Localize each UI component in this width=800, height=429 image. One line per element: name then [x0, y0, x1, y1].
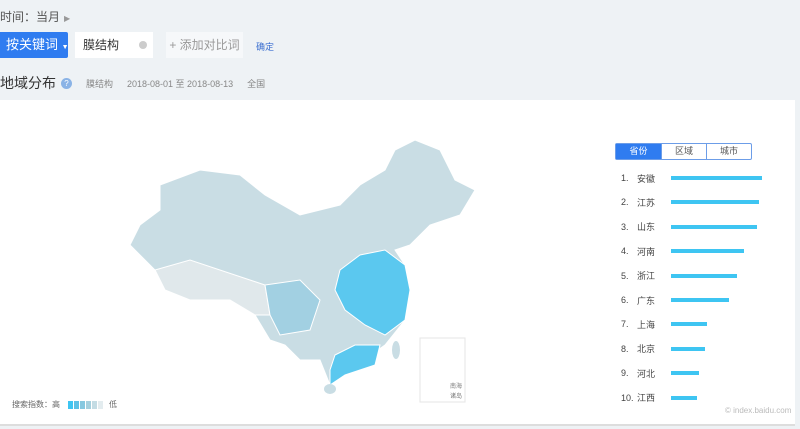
rank-number: 7. — [621, 319, 629, 330]
keyword-input[interactable]: 膜结构 — [75, 32, 153, 58]
province-name: 上海 — [637, 319, 656, 330]
province-name: 北京 — [637, 344, 656, 355]
tab-city[interactable]: 城市 — [706, 144, 751, 159]
clear-icon[interactable] — [139, 41, 147, 49]
province-name: 江西 — [637, 393, 656, 404]
watermark: © index.baidu.com — [725, 406, 792, 415]
ranking-item: 6. 广东 — [621, 294, 730, 306]
chevron-right-icon: ▶ — [64, 14, 71, 23]
south-sea-inset — [419, 337, 466, 403]
ranking-bar — [671, 224, 758, 229]
province-name: 广东 — [637, 295, 656, 306]
help-icon[interactable]: ? — [61, 77, 72, 89]
province-name: 安徽 — [637, 173, 656, 184]
ranking-item: 10. 江西 — [621, 392, 698, 404]
keyword-mode-dropdown[interactable]: 按关键词 ▼ — [0, 32, 69, 58]
province-name: 山东 — [637, 222, 656, 233]
rank-number: 9. — [621, 368, 629, 379]
rank-number: 8. — [621, 343, 629, 354]
legend-swatch — [86, 400, 91, 409]
scrollbar[interactable] — [795, 100, 800, 429]
ranking-item: 7. 上海 — [621, 318, 708, 330]
ranking-bar — [671, 298, 730, 302]
ranking-bar — [671, 273, 738, 278]
legend-swatch — [98, 400, 103, 409]
time-filter[interactable]: 时间：当月 ▶ — [0, 10, 71, 24]
region-tabs: 省份 区域 城市 — [615, 143, 752, 160]
section-title: 地域分布 — [0, 75, 56, 91]
ranking-bar — [671, 322, 708, 327]
map-region-taiwan[interactable] — [392, 341, 400, 359]
inset-label: 诸岛 — [450, 392, 462, 400]
section-header: 地域分布 ? 膜结构 2018-08-01 至 2018-08-13 全国 — [0, 74, 265, 92]
province-name: 江苏 — [637, 197, 656, 208]
province-name: 浙江 — [637, 271, 656, 282]
add-compare-button[interactable]: + 添加对比词 — [166, 32, 243, 58]
province-name: 河北 — [637, 368, 656, 379]
province-name: 河南 — [637, 246, 656, 257]
rank-number: 6. — [621, 295, 629, 305]
ranking-item: 2. 江苏 — [621, 196, 760, 208]
map-region-east[interactable] — [334, 249, 411, 336]
rank-number: 10. — [621, 392, 634, 403]
rank-number: 5. — [621, 270, 629, 281]
map-region-tibet[interactable] — [154, 259, 271, 316]
legend-swatch — [74, 400, 79, 409]
ranking-bar — [671, 371, 700, 376]
ranking-item: 1. 安徽 — [621, 172, 762, 184]
rank-number: 1. — [621, 173, 629, 183]
rank-number: 3. — [621, 221, 629, 232]
ranking-item: 5. 浙江 — [621, 270, 738, 282]
legend-swatch — [80, 400, 85, 409]
legend-swatch — [92, 400, 97, 409]
legend-swatch — [68, 400, 73, 409]
region-label: 全国 — [247, 78, 266, 89]
ranking-bar — [671, 395, 698, 400]
chevron-down-icon: ▼ — [61, 44, 69, 51]
section-keyword: 膜结构 — [86, 78, 114, 89]
map-region-sichuan[interactable] — [264, 279, 321, 336]
confirm-button[interactable]: 确定 — [256, 42, 275, 52]
ranking-item: 3. 山东 — [621, 221, 758, 233]
ranking-item: 4. 河南 — [621, 245, 744, 257]
ranking-bar — [671, 346, 705, 351]
ranking-bar — [671, 200, 760, 205]
rank-number: 4. — [621, 246, 629, 257]
ranking-bar — [671, 176, 762, 180]
map-region-hainan[interactable] — [324, 384, 336, 394]
tab-province[interactable]: 省份 — [616, 144, 661, 159]
inset-label: 南海 — [450, 382, 462, 390]
rank-number: 2. — [621, 197, 629, 208]
ranking-bar — [671, 249, 744, 254]
ranking-item: 8. 北京 — [621, 343, 705, 355]
tab-area[interactable]: 区域 — [661, 144, 706, 159]
ranking-item: 9. 河北 — [621, 367, 700, 379]
map-legend: 搜索指数：高低 — [12, 400, 117, 409]
date-range: 2018-08-01 至 2018-08-13 — [127, 78, 234, 89]
map-region-guangdong[interactable] — [329, 344, 381, 386]
